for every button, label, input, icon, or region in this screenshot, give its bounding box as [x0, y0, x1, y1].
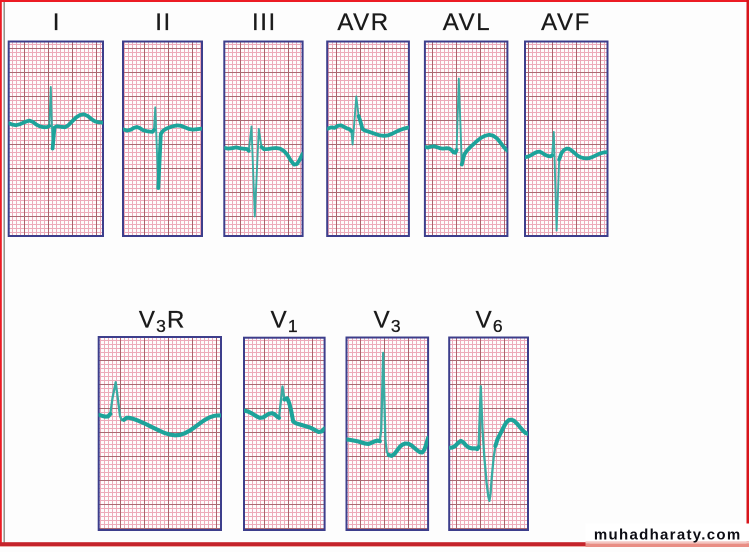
- svg-text:AVR: AVR: [337, 9, 389, 36]
- svg-text:I: I: [53, 9, 61, 36]
- svg-text:muhadharaty.com: muhadharaty.com: [594, 527, 742, 544]
- svg-text:II: II: [155, 9, 172, 36]
- svg-text:AVL: AVL: [443, 9, 491, 36]
- svg-text:III: III: [252, 9, 277, 36]
- svg-text:AVF: AVF: [541, 9, 591, 36]
